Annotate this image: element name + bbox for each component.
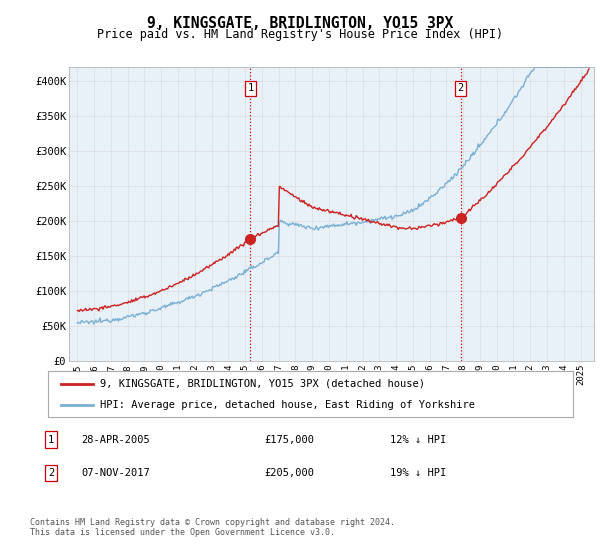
Text: 2: 2 bbox=[48, 468, 54, 478]
Text: 9, KINGSGATE, BRIDLINGTON, YO15 3PX: 9, KINGSGATE, BRIDLINGTON, YO15 3PX bbox=[147, 16, 453, 31]
Text: 12% ↓ HPI: 12% ↓ HPI bbox=[390, 435, 446, 445]
Text: 1: 1 bbox=[48, 435, 54, 445]
Text: 9, KINGSGATE, BRIDLINGTON, YO15 3PX (detached house): 9, KINGSGATE, BRIDLINGTON, YO15 3PX (det… bbox=[101, 379, 425, 389]
Text: £175,000: £175,000 bbox=[264, 435, 314, 445]
Text: Contains HM Land Registry data © Crown copyright and database right 2024.
This d: Contains HM Land Registry data © Crown c… bbox=[30, 518, 395, 538]
Text: 28-APR-2005: 28-APR-2005 bbox=[81, 435, 150, 445]
Text: 07-NOV-2017: 07-NOV-2017 bbox=[81, 468, 150, 478]
Text: HPI: Average price, detached house, East Riding of Yorkshire: HPI: Average price, detached house, East… bbox=[101, 400, 476, 410]
Text: 2: 2 bbox=[458, 83, 464, 93]
Text: 19% ↓ HPI: 19% ↓ HPI bbox=[390, 468, 446, 478]
Text: £205,000: £205,000 bbox=[264, 468, 314, 478]
Text: Price paid vs. HM Land Registry's House Price Index (HPI): Price paid vs. HM Land Registry's House … bbox=[97, 28, 503, 41]
Text: 1: 1 bbox=[247, 83, 254, 93]
